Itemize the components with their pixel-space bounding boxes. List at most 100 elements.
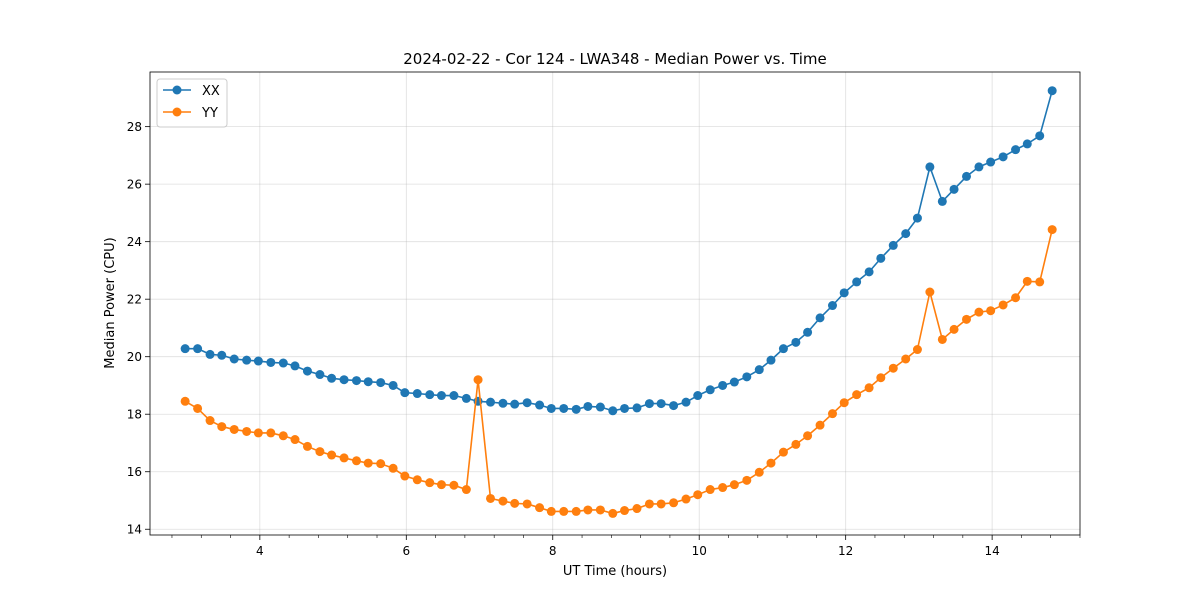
x-tick-label: 4	[256, 544, 264, 558]
data-point-yy	[595, 505, 605, 515]
tick-layer: 4 6 8 10 12 14 14 16 18 20 22 24 26 28	[127, 120, 1081, 558]
data-point-xx	[193, 344, 203, 354]
data-point-yy	[302, 441, 312, 451]
data-point-xx	[1011, 145, 1021, 155]
data-point-xx	[656, 399, 666, 409]
data-point-yy	[327, 450, 337, 460]
data-point-yy	[681, 494, 691, 504]
data-point-xx	[729, 377, 739, 387]
data-point-xx	[315, 370, 325, 380]
data-point-xx	[425, 390, 435, 400]
x-tick-label: 12	[838, 544, 853, 558]
data-point-xx	[559, 403, 569, 413]
data-point-yy	[412, 475, 422, 485]
data-point-xx	[278, 358, 288, 368]
data-point-yy	[583, 505, 593, 515]
data-point-xx	[791, 337, 801, 347]
data-point-xx	[388, 380, 398, 390]
data-point-xx	[839, 288, 849, 298]
data-point-yy	[290, 435, 300, 445]
data-point-xx	[290, 361, 300, 371]
data-point-yy	[217, 422, 227, 432]
y-tick-label: 16	[127, 465, 142, 479]
data-point-xx	[449, 391, 459, 401]
data-point-yy	[315, 447, 325, 457]
data-point-xx	[461, 393, 471, 403]
data-point-yy	[473, 375, 483, 385]
data-point-xx	[217, 350, 227, 360]
data-point-xx	[595, 402, 605, 412]
data-point-yy	[449, 480, 459, 490]
data-point-xx	[705, 385, 715, 395]
series-yy	[180, 225, 1057, 518]
x-tick-label: 14	[984, 544, 999, 558]
legend-label-xx: XX	[202, 84, 220, 99]
data-point-yy	[571, 506, 581, 516]
data-point-yy	[803, 431, 813, 441]
data-point-yy	[705, 485, 715, 495]
x-tick-label: 8	[549, 544, 557, 558]
data-point-yy	[205, 416, 215, 426]
data-point-xx	[912, 213, 922, 223]
data-point-yy	[876, 373, 886, 383]
data-point-yy	[376, 459, 386, 469]
data-point-xx	[937, 196, 947, 206]
data-point-xx	[644, 399, 654, 409]
data-point-xx	[620, 403, 630, 413]
data-point-yy	[180, 396, 190, 406]
data-point-xx	[498, 398, 508, 408]
data-point-yy	[1022, 276, 1032, 286]
data-point-xx	[583, 401, 593, 411]
y-tick-label: 20	[127, 350, 142, 364]
data-point-xx	[1022, 139, 1032, 149]
data-point-xx	[669, 401, 679, 411]
data-point-xx	[986, 157, 996, 167]
data-point-yy	[1035, 277, 1045, 287]
data-point-yy	[278, 431, 288, 441]
plot-area	[150, 72, 1080, 535]
data-point-yy	[827, 409, 837, 419]
chart-title: 2024-02-22 - Cor 124 - LWA348 - Median P…	[403, 50, 827, 68]
legend-marker-yy	[172, 107, 182, 117]
data-point-xx	[827, 301, 837, 311]
data-point-yy	[620, 506, 630, 516]
y-axis-label: Median Power (CPU)	[103, 237, 118, 368]
y-tick-label: 14	[127, 523, 142, 537]
data-point-xx	[718, 380, 728, 390]
data-point-yy	[864, 383, 874, 393]
data-point-xx	[852, 277, 862, 287]
data-point-yy	[791, 439, 801, 449]
data-point-yy	[400, 471, 410, 481]
data-point-yy	[436, 480, 446, 490]
data-point-yy	[559, 506, 569, 516]
data-point-yy	[986, 306, 996, 316]
data-point-xx	[436, 391, 446, 401]
data-point-yy	[510, 498, 520, 508]
data-point-yy	[608, 508, 618, 518]
data-point-yy	[888, 363, 898, 373]
data-point-yy	[632, 504, 642, 514]
data-point-yy	[522, 499, 532, 509]
data-point-xx	[546, 403, 556, 413]
data-point-yy	[718, 483, 728, 493]
y-tick-label: 22	[127, 293, 142, 307]
data-point-xx	[888, 240, 898, 250]
y-tick-label: 26	[127, 178, 142, 192]
data-point-xx	[742, 372, 752, 382]
data-point-yy	[815, 420, 825, 430]
data-point-xx	[1035, 131, 1045, 141]
data-point-yy	[729, 480, 739, 490]
data-point-yy	[754, 467, 764, 477]
data-point-xx	[571, 404, 581, 414]
data-point-xx	[352, 376, 361, 386]
data-point-yy	[912, 345, 922, 355]
data-point-xx	[608, 406, 618, 416]
data-point-yy	[339, 453, 349, 463]
data-point-xx	[998, 152, 1008, 162]
plot-frame	[149, 71, 1081, 536]
data-point-yy	[998, 300, 1008, 310]
data-point-xx	[327, 373, 337, 383]
data-point-yy	[742, 475, 752, 485]
